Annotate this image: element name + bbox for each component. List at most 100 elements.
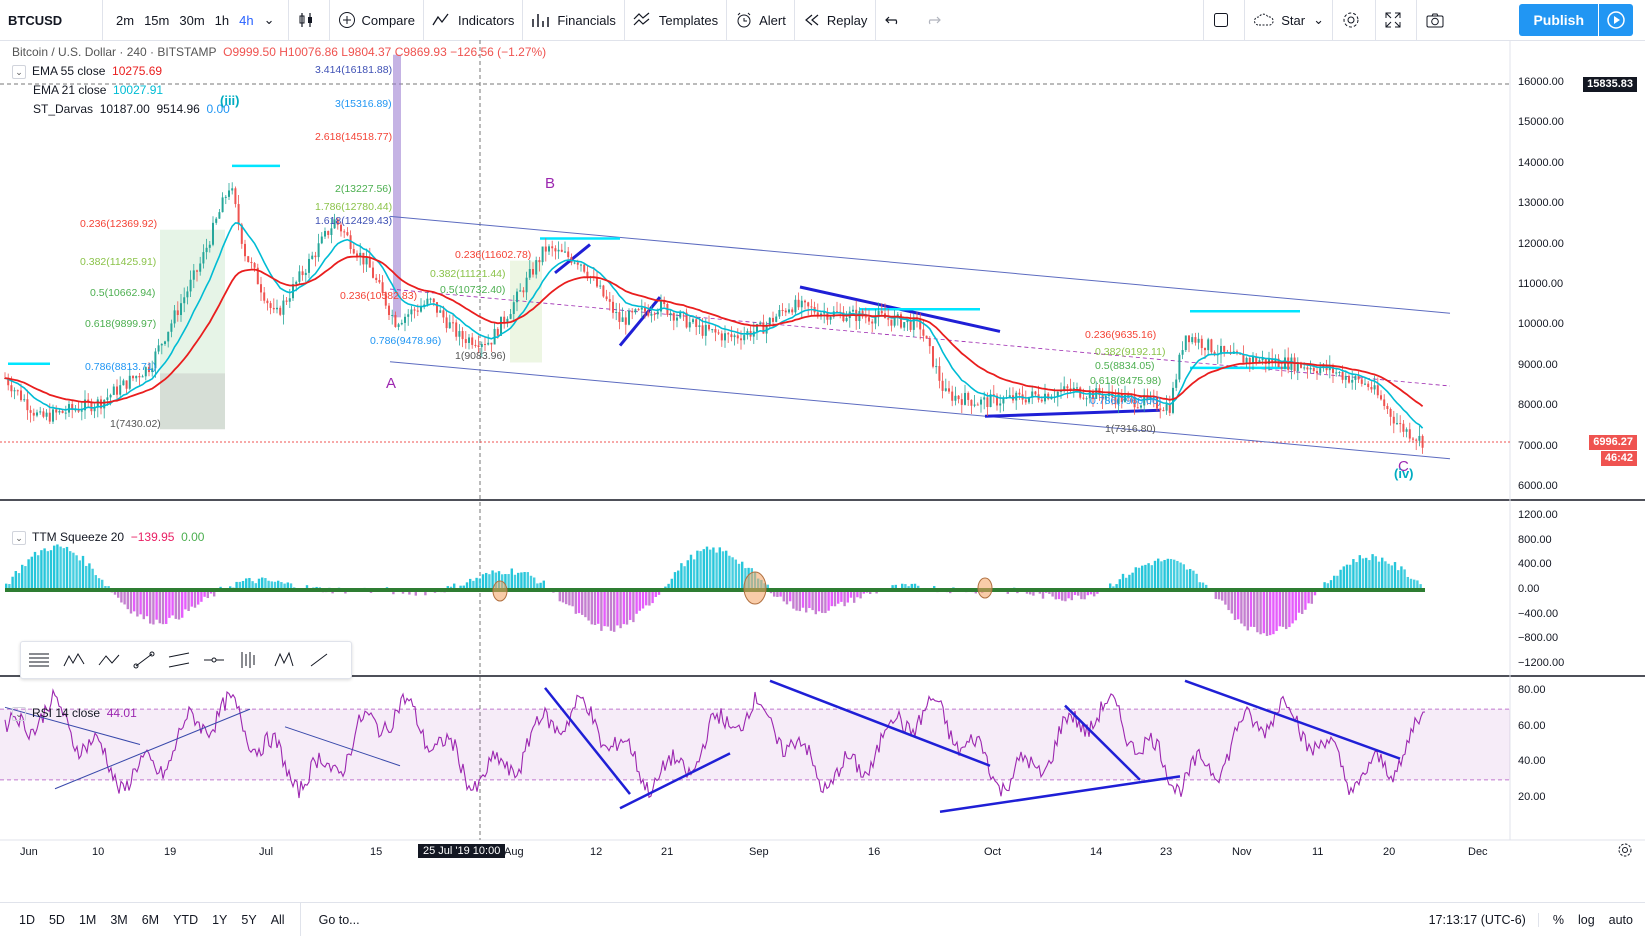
settings-button[interactable] xyxy=(1333,0,1376,40)
chart-canvas[interactable] xyxy=(0,40,1645,902)
snapshot-button[interactable] xyxy=(1417,0,1459,40)
trend-line[interactable] xyxy=(554,243,591,275)
ttm-bar xyxy=(257,578,261,590)
indicators-button[interactable]: Indicators xyxy=(424,0,524,40)
interval-4h[interactable]: 4h xyxy=(239,12,254,28)
ttm-bar xyxy=(613,590,616,632)
candle-body xyxy=(407,314,410,317)
interval-selector[interactable]: 2m 15m 30m 1h 4h ⌄ xyxy=(103,0,289,40)
collapse-chevron-icon[interactable]: ⌄ xyxy=(12,706,26,721)
horizontal-line-tool[interactable] xyxy=(196,642,231,678)
star-button[interactable]: Star ⌄ xyxy=(1245,0,1333,40)
interval-2m[interactable]: 2m xyxy=(116,12,135,28)
ttm-legend[interactable]: ⌄ TTM Squeeze 20 −139.95 0.00 xyxy=(12,528,204,547)
clock-timezone[interactable]: 17:13:17 (UTC-6) xyxy=(1429,912,1539,927)
parallel-channel-tool[interactable] xyxy=(161,642,196,678)
trend-line[interactable] xyxy=(984,408,1161,418)
rsi-trend-line[interactable] xyxy=(1064,704,1141,781)
elliott-wave-tool[interactable] xyxy=(56,642,91,678)
trend-line[interactable] xyxy=(618,296,662,347)
rsi-trend-line[interactable] xyxy=(769,679,991,767)
symbol-search[interactable]: BTCUSD xyxy=(0,0,103,40)
candle-body xyxy=(1002,397,1005,404)
financials-button[interactable]: Financials xyxy=(523,0,625,40)
projection-bar[interactable] xyxy=(393,54,401,318)
fib-retracement-tool[interactable] xyxy=(21,642,56,678)
publish-button[interactable]: Publish xyxy=(1519,4,1633,36)
candle-body xyxy=(330,228,333,235)
camera-icon xyxy=(1426,13,1444,28)
ttm-bar xyxy=(494,572,497,590)
undo-button[interactable] xyxy=(876,0,916,40)
candle-body xyxy=(519,290,522,292)
rsi-legend[interactable]: ⌄ RSI 14 close 44.01 xyxy=(12,704,137,723)
auto-toggle[interactable]: auto xyxy=(1608,912,1633,927)
fib-level-label: 0.236(10582.83) xyxy=(340,290,418,302)
range-1y[interactable]: 1Y xyxy=(212,912,228,927)
rsi-trend-line-thin[interactable] xyxy=(4,706,141,745)
ema55-legend[interactable]: ⌄ EMA 55 close 10275.69 xyxy=(12,62,546,81)
rsi-trend-line[interactable] xyxy=(939,775,1181,813)
chevron-down-icon[interactable]: ⌄ xyxy=(263,12,275,27)
play-circle-icon[interactable] xyxy=(1598,4,1633,36)
rsi-trend-line-thin[interactable] xyxy=(54,708,251,790)
collapse-chevron-icon[interactable]: ⌄ xyxy=(12,530,26,545)
rsi-trend-line[interactable] xyxy=(619,752,731,810)
candle-body xyxy=(762,322,765,334)
interval-15m[interactable]: 15m xyxy=(144,12,170,28)
rsi-trend-line[interactable] xyxy=(544,687,631,795)
ttm-bar xyxy=(139,590,142,615)
range-1d[interactable]: 1D xyxy=(19,912,35,927)
ttm-bar xyxy=(1089,590,1093,595)
trend-line-tool[interactable] xyxy=(126,642,161,678)
candle-body xyxy=(932,346,934,367)
compare-button[interactable]: Compare xyxy=(330,0,424,40)
candle-body xyxy=(557,249,560,252)
fib-box-lower[interactable] xyxy=(160,373,225,430)
range-all[interactable]: All xyxy=(270,912,285,927)
ttm-bar xyxy=(1240,590,1243,624)
fullscreen-toggle[interactable] xyxy=(1203,0,1246,40)
ttm-bar xyxy=(14,571,17,590)
candle-body xyxy=(1024,399,1027,403)
replay-button[interactable]: Replay xyxy=(795,0,877,40)
percent-toggle[interactable]: % xyxy=(1552,912,1564,927)
templates-button[interactable]: Templates xyxy=(625,0,728,40)
rsi-trend-line-thin[interactable] xyxy=(284,726,401,767)
collapse-chevron-icon[interactable]: ⌄ xyxy=(12,64,26,79)
redo-button[interactable] xyxy=(916,0,956,40)
ray-tool[interactable] xyxy=(301,642,336,678)
range-3m[interactable]: 3M xyxy=(110,912,128,927)
range-5y[interactable]: 5Y xyxy=(241,912,257,927)
fib-box-2[interactable] xyxy=(510,260,542,363)
candle-body xyxy=(285,300,288,302)
range-6m[interactable]: 6M xyxy=(141,912,160,927)
log-toggle[interactable]: log xyxy=(1577,912,1595,927)
range-ytd[interactable]: YTD xyxy=(173,912,199,927)
pattern-tool[interactable] xyxy=(266,642,301,678)
channel-top-line[interactable] xyxy=(389,215,1451,314)
abc-wave-tool[interactable] xyxy=(91,642,126,678)
chart-type-button[interactable] xyxy=(289,0,330,40)
ema21-legend[interactable]: EMA 21 close 10027.91 xyxy=(12,81,546,100)
interval-1h[interactable]: 1h xyxy=(214,12,230,28)
gear-icon[interactable] xyxy=(1617,842,1633,861)
range-1m[interactable]: 1M xyxy=(78,912,97,927)
range-5d[interactable]: 5D xyxy=(48,912,65,927)
goto-button[interactable]: Go to... xyxy=(299,903,360,936)
channel-bottom-line[interactable] xyxy=(389,361,1451,460)
rsi-trend-line[interactable] xyxy=(1184,679,1401,760)
candle-body xyxy=(1383,399,1386,406)
candle-body xyxy=(656,311,659,315)
ttm-bar xyxy=(1061,590,1064,601)
pitchfork-tool[interactable] xyxy=(231,642,266,678)
maximize-button[interactable] xyxy=(1376,0,1417,40)
interval-30m[interactable]: 30m xyxy=(179,12,205,28)
alert-button[interactable]: Alert xyxy=(727,0,795,40)
candle-body xyxy=(832,311,835,317)
candle-body xyxy=(1364,383,1366,385)
time-axis-label: 10 xyxy=(92,846,105,858)
darvas-legend[interactable]: ST_Darvas 10187.00 9514.96 0.00 xyxy=(12,100,546,119)
ttm-bar xyxy=(590,590,593,625)
symbol-title: Bitcoin / U.S. Dollar · 240 · BITSTAMP xyxy=(12,45,217,59)
